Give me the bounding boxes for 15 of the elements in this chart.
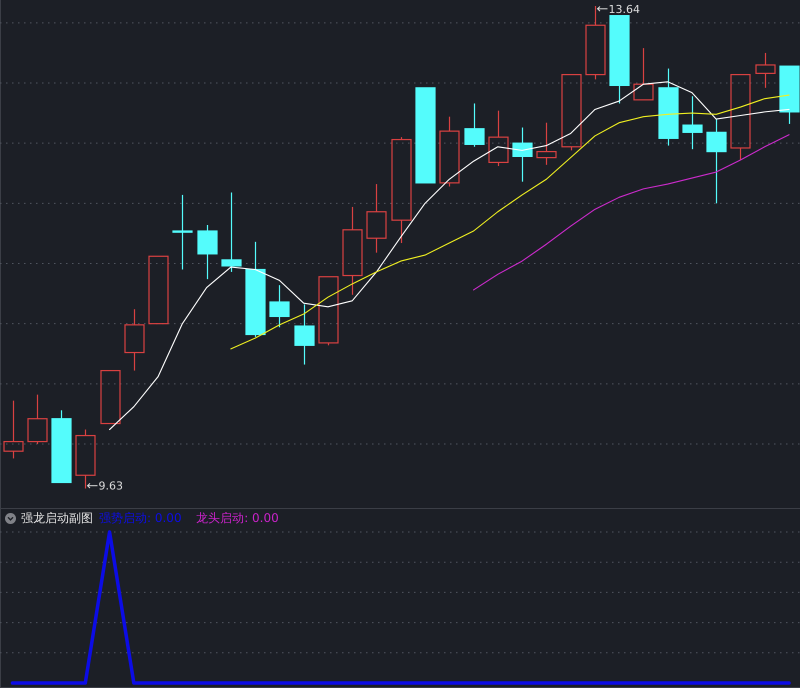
candlestick: [172, 194, 193, 270]
candlestick: [269, 284, 290, 328]
legend-label: 龙头启动: 0.00: [196, 510, 279, 525]
candlestick: [512, 126, 533, 182]
series-label: 强势启动: 0.00: [99, 510, 182, 525]
candlestick: [682, 96, 703, 150]
candlestick: [294, 304, 315, 366]
candlestick: [342, 206, 363, 296]
annotation: 13.64: [608, 2, 640, 16]
candlestick: [124, 308, 145, 372]
annotation: 9.63: [98, 480, 123, 493]
candlestick: [366, 183, 387, 254]
chart-title: 强龙启动副图: [21, 510, 93, 525]
candlestick: [706, 118, 727, 204]
candlestick: [755, 52, 776, 88]
